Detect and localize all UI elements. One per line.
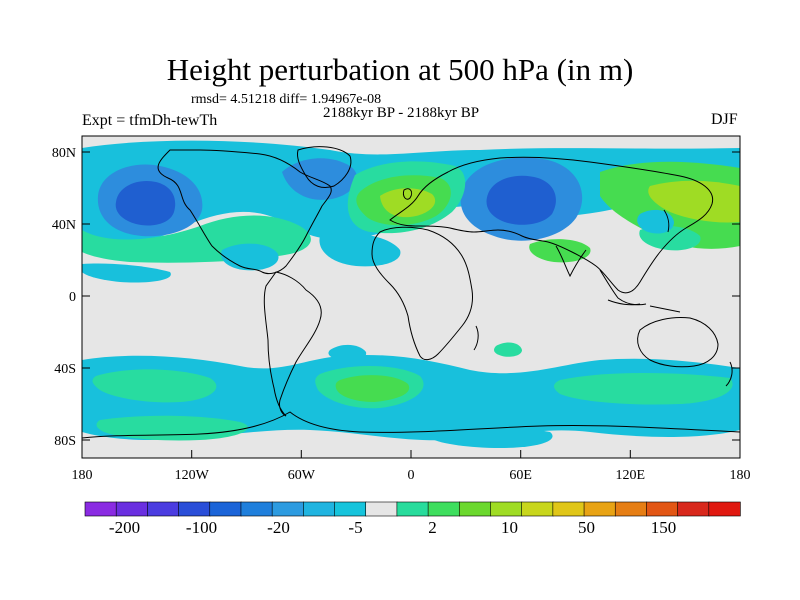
colorbar-label: 50	[578, 518, 595, 537]
sh-teal-4	[96, 415, 248, 441]
new-zealand-coast	[725, 361, 733, 387]
sh-teal-1	[92, 369, 217, 403]
sh-teal-3	[554, 373, 733, 405]
colorbar-swatch	[583, 501, 616, 517]
colorbar-swatch	[614, 501, 648, 517]
sh-teal-small	[494, 342, 522, 357]
lon-label-60w: 60W	[288, 468, 316, 483]
australia-coast	[637, 317, 719, 368]
lon-labels: 180 120W 60W 0 60E 120E 180	[72, 468, 751, 483]
lat-label-40n: 40N	[52, 218, 76, 233]
colorbar-swatch	[84, 501, 117, 517]
colorbar-swatch	[115, 501, 149, 517]
colorbar-swatch	[427, 501, 460, 517]
lat-label-40s: 40S	[54, 362, 76, 377]
atlantic-cyan-sw	[82, 263, 171, 283]
colorbar-swatch	[708, 501, 741, 517]
lon-label-180e: 180	[730, 468, 751, 483]
experiment-label: Expt = tfmDh-tewTh	[82, 112, 218, 129]
colorbar	[84, 501, 741, 517]
lon-label-120w: 120W	[175, 468, 210, 483]
coastlines	[82, 146, 740, 439]
chart-title: Height perturbation at 500 hPa (in m)	[166, 52, 634, 87]
colorbar-swatch	[209, 501, 242, 517]
sh-cyan-south	[430, 426, 553, 448]
colorbar-swatch	[396, 501, 429, 517]
lat-label-80n: 80N	[52, 146, 76, 161]
north-america-coast	[157, 149, 332, 275]
colorbar-label: -20	[267, 518, 290, 537]
colorbar-label: -5	[348, 518, 362, 537]
greenland-coast	[297, 146, 352, 189]
colorbar-swatch	[646, 501, 679, 517]
lon-label-120e: 120E	[616, 468, 646, 483]
japan-coast	[663, 209, 670, 233]
colorbar-swatch	[458, 501, 492, 517]
lat-labels: 80N 40N 0 40S 80S	[52, 146, 76, 449]
colorbar-label: 2	[428, 518, 437, 537]
madagascar-coast	[473, 325, 479, 351]
colorbar-swatch	[677, 501, 710, 517]
japan-cyan	[637, 209, 674, 234]
sh-cyan-small	[328, 344, 367, 361]
eurasia-core	[486, 175, 556, 225]
colorbar-swatch	[240, 501, 273, 517]
colorbar-swatch	[521, 501, 554, 517]
colorbar-label: 150	[651, 518, 677, 537]
uk-coast	[403, 188, 413, 200]
lat-label-80s: 80S	[54, 434, 76, 449]
colorbar-swatch	[271, 501, 305, 517]
antarctica-coast	[82, 411, 740, 439]
stats-text: rmsd= 4.51218 diff= 1.94967e-08	[191, 92, 382, 107]
africa-coast	[371, 226, 473, 361]
colorbar-swatch	[334, 501, 367, 517]
colorbar-labels: -200 -100 -20 -5 2 10 50 150	[109, 518, 676, 537]
sh-green-2	[335, 375, 410, 402]
arabia-green	[529, 239, 591, 263]
lon-label-0: 0	[408, 468, 415, 483]
lon-label-180w: 180	[72, 468, 93, 483]
season-label: DJF	[711, 111, 738, 128]
colorbar-label: -200	[109, 518, 140, 537]
europe-yellow	[380, 188, 436, 218]
india-coast	[555, 245, 587, 278]
colorbar-swatch	[178, 501, 211, 517]
colorbar-swatch	[490, 501, 523, 517]
colorbar-label: 10	[501, 518, 518, 537]
eurasia-coast	[389, 156, 714, 294]
atlantic-cyan2	[319, 232, 401, 267]
lat-tick-marks	[82, 151, 740, 441]
period-label: 2188kyr BP - 2188kyr BP	[323, 105, 480, 121]
asia-yellow	[648, 180, 740, 223]
colorbar-swatch	[147, 501, 180, 517]
colorbar-swatch	[365, 501, 398, 517]
colorbar-label: -100	[186, 518, 217, 537]
greenland-blue	[282, 158, 358, 200]
colorbar-swatch	[552, 501, 585, 517]
lat-label-0: 0	[69, 290, 76, 305]
pacific-core	[115, 180, 176, 226]
contour-field	[82, 136, 740, 458]
lon-label-60e: 60E	[509, 468, 532, 483]
lon-tick-marks	[81, 450, 741, 458]
indonesia-coast	[607, 299, 681, 313]
colorbar-swatch	[303, 501, 336, 517]
south-america-coast	[263, 271, 322, 417]
